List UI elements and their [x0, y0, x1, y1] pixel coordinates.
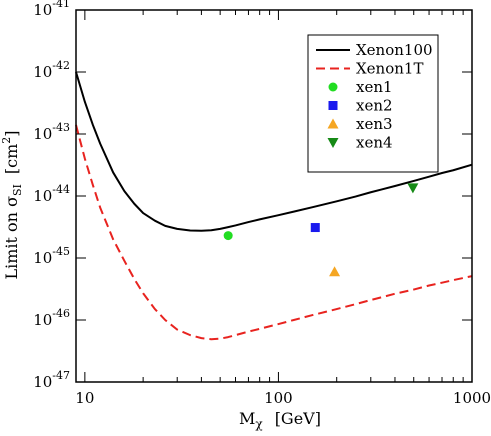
series-line-xenon100: [75, 71, 473, 232]
y-axis-label-sup: 2: [0, 137, 13, 144]
y-axis-label-sub: SI: [11, 184, 24, 196]
legend-label-xen3: xen3: [356, 115, 393, 133]
y-axis-label: Limit on σSI [cm2]: [0, 130, 24, 279]
y-tick-label: 10-47: [33, 369, 70, 391]
y-tick-base: 10: [33, 249, 52, 267]
y-tick-label: 10-45: [33, 245, 70, 267]
y-axis-label-unit: [cm: [2, 144, 21, 174]
y-tick-base: 10: [33, 125, 52, 143]
y-tick-exponent: -41: [52, 0, 70, 10]
y-tick-label: 10-43: [33, 121, 70, 143]
series-line-xenon1t: [75, 124, 473, 341]
x-tick-label: 100: [264, 389, 293, 407]
y-tick-exponent: -46: [52, 307, 70, 320]
series-layer: [75, 71, 473, 341]
y-tick-base: 10: [33, 373, 52, 391]
y-tick-label: 10-41: [33, 0, 70, 19]
legend-swatch-xen1: [328, 82, 338, 92]
y-axis-label-main: Limit on σ: [2, 196, 21, 280]
x-tick-label: 1000: [453, 389, 491, 407]
data-point-xen1: [223, 231, 233, 241]
y-tick-label: 10-44: [33, 183, 70, 205]
axes-ticks: 10 100 100010-4110-4210-4310-4410-4510-461…: [33, 0, 491, 407]
y-axis-label-close: ]: [2, 130, 21, 136]
y-tick-base: 10: [33, 63, 52, 81]
data-point-xen3: [329, 266, 341, 277]
legend-label-xen2: xen2: [356, 97, 393, 115]
x-axis-label: Mχ [GeV]: [239, 409, 321, 431]
legend-label-xen4: xen4: [356, 134, 393, 152]
y-tick-base: 10: [33, 311, 52, 329]
legend-swatch-xen4: [327, 138, 339, 148]
legend-swatch-xen3: [327, 118, 339, 129]
legend-swatch-xen2: [328, 101, 338, 110]
y-tick-base: 10: [33, 187, 52, 205]
plot-frame: [75, 9, 473, 383]
legend-label-xenon1t: Xenon1T: [356, 60, 423, 78]
y-tick-base: 10: [33, 1, 52, 19]
y-tick-label: 10-42: [33, 59, 70, 81]
data-point-xen4: [407, 183, 419, 194]
y-tick-exponent: -42: [52, 59, 70, 72]
y-tick-exponent: -47: [52, 369, 70, 382]
legend-label-xenon100: Xenon100: [356, 41, 433, 59]
y-tick-exponent: -44: [52, 183, 70, 196]
y-tick-label: 10-46: [33, 307, 70, 329]
x-axis-label-sub: χ: [255, 417, 263, 431]
x-tick-label: 10: [75, 389, 94, 407]
y-tick-exponent: -43: [52, 121, 70, 134]
legend-label-xen1: xen1: [356, 78, 393, 96]
x-axis-label-main: M: [239, 409, 255, 428]
y-tick-exponent: -45: [52, 245, 70, 258]
x-axis-label-unit: [GeV]: [275, 409, 321, 428]
data-point-xen2: [310, 223, 320, 233]
